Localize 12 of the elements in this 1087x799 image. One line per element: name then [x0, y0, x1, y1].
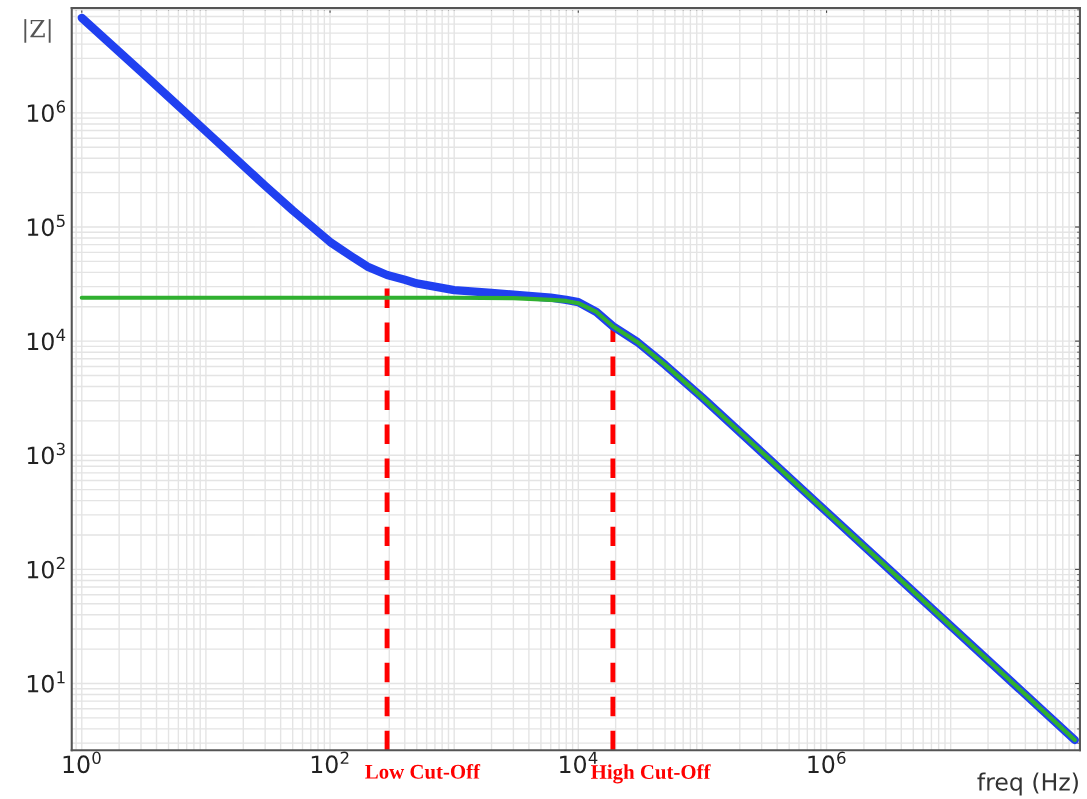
y-tick-label: 10$^{3}$ — [27, 442, 65, 465]
x-tick-label: 10$^{6}$ — [808, 751, 846, 774]
y-tick-label: 10$^{4}$ — [27, 328, 66, 351]
x-tick-label: 10$^{0}$ — [63, 751, 101, 774]
y-tick-label: 10$^{6}$ — [27, 100, 66, 122]
x-tick-label: 10$^{2}$ — [311, 751, 349, 774]
x-axis-title: freq (Hz) — [977, 772, 1078, 796]
y-tick-label: 10$^{5}$ — [27, 214, 65, 237]
y-tick-label: 10$^{2}$ — [27, 556, 65, 579]
ref-line-label: Low Cut-Off — [365, 763, 481, 779]
y-tick-label: 10$^{1}$ — [27, 671, 65, 693]
y-axis-title: |Z| — [24, 19, 51, 43]
